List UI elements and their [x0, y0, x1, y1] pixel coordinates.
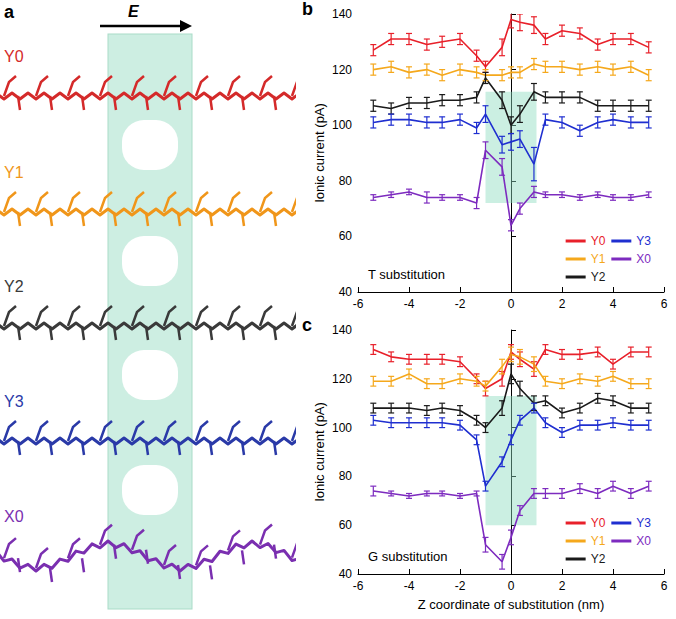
- svg-text:Y2: Y2: [4, 278, 24, 295]
- svg-text:Y0: Y0: [591, 234, 606, 248]
- svg-text:-2: -2: [455, 579, 466, 593]
- svg-text:Y2: Y2: [591, 552, 606, 566]
- svg-text:Ionic current (pA): Ionic current (pA): [312, 402, 327, 502]
- svg-text:100: 100: [332, 118, 352, 132]
- svg-text:-6: -6: [353, 297, 364, 311]
- svg-text:40: 40: [339, 567, 353, 581]
- svg-text:-4: -4: [404, 579, 415, 593]
- svg-text:Y3: Y3: [636, 516, 651, 530]
- svg-text:G substitution: G substitution: [368, 549, 448, 564]
- svg-text:Y3: Y3: [636, 234, 651, 248]
- svg-text:40: 40: [339, 285, 353, 299]
- svg-text:T substitution: T substitution: [368, 267, 445, 282]
- svg-text:80: 80: [339, 174, 353, 188]
- svg-text:E: E: [128, 3, 140, 20]
- svg-text:Y0: Y0: [4, 48, 24, 65]
- svg-text:100: 100: [332, 421, 352, 435]
- svg-text:c: c: [302, 315, 312, 335]
- svg-text:4: 4: [610, 297, 617, 311]
- svg-text:Y2: Y2: [591, 270, 606, 284]
- svg-text:0: 0: [508, 297, 515, 311]
- svg-text:80: 80: [339, 469, 353, 483]
- svg-text:120: 120: [332, 63, 352, 77]
- svg-text:X0: X0: [636, 252, 651, 266]
- svg-text:6: 6: [661, 579, 668, 593]
- svg-text:0: 0: [508, 579, 515, 593]
- svg-text:2: 2: [559, 297, 566, 311]
- svg-text:6: 6: [661, 297, 668, 311]
- svg-text:Ionic current (pA): Ionic current (pA): [312, 103, 327, 203]
- svg-text:Y1: Y1: [591, 252, 606, 266]
- svg-text:-6: -6: [353, 579, 364, 593]
- svg-text:60: 60: [339, 229, 353, 243]
- svg-text:Y1: Y1: [4, 164, 24, 181]
- svg-text:X0: X0: [636, 534, 651, 548]
- svg-text:4: 4: [610, 579, 617, 593]
- svg-text:2: 2: [559, 579, 566, 593]
- svg-text:Y3: Y3: [4, 393, 24, 410]
- svg-text:120: 120: [332, 372, 352, 386]
- svg-text:140: 140: [332, 323, 352, 337]
- svg-text:60: 60: [339, 518, 353, 532]
- svg-text:140: 140: [332, 7, 352, 21]
- svg-text:X0: X0: [4, 508, 24, 525]
- svg-text:a: a: [4, 2, 15, 22]
- svg-text:Z coordinate of substitution (: Z coordinate of substitution (nm): [418, 597, 604, 612]
- svg-text:-2: -2: [455, 297, 466, 311]
- svg-text:Y1: Y1: [591, 534, 606, 548]
- svg-text:b: b: [302, 0, 313, 19]
- svg-text:-4: -4: [404, 297, 415, 311]
- svg-text:Y0: Y0: [591, 516, 606, 530]
